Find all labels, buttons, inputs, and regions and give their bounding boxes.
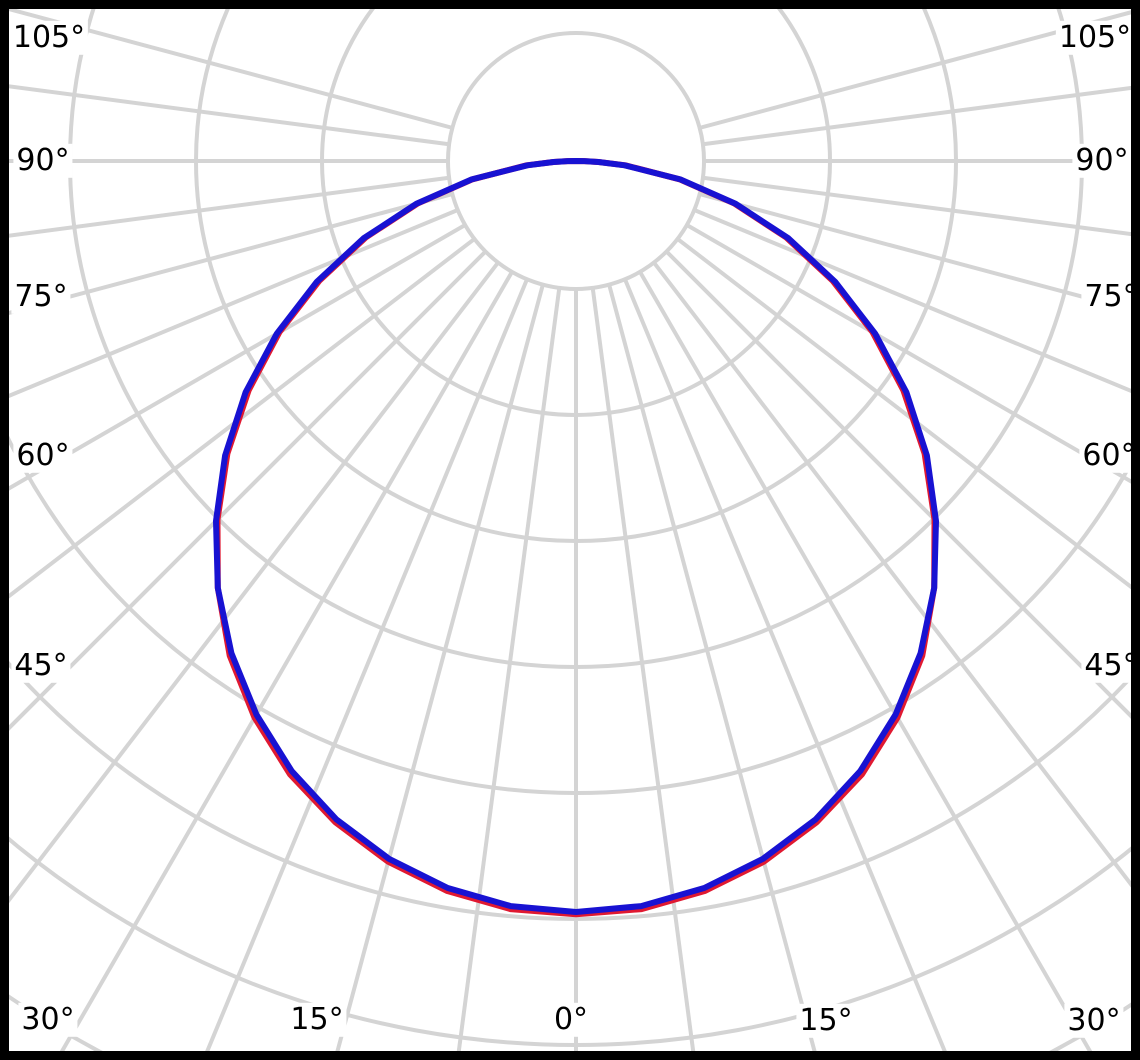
angle-label-right-60: 60°: [1079, 438, 1139, 474]
grid-spoke: [333, 284, 545, 1060]
grid-spoke: [201, 278, 529, 1060]
grid-ring: [0, 650, 1140, 921]
grid-spoke: [699, 192, 1140, 315]
grid-spoke: [0, 261, 500, 915]
angle-label-bottom-30-right: 30°: [1064, 1003, 1124, 1039]
angle-label-right-45: 45°: [1081, 648, 1140, 684]
grid-spoke: [0, 175, 450, 239]
grid-spoke: [455, 287, 562, 1060]
grid-spoke: [607, 284, 819, 1060]
grid-spoke: [0, 192, 453, 318]
intensity-curve-blue: [213, 158, 939, 915]
angle-label-bottom-15-left: 15°: [287, 1002, 347, 1038]
angle-label-left-45: 45°: [11, 648, 71, 684]
angle-label-left-105: 105°: [9, 20, 89, 56]
angle-label-left-60: 60°: [13, 438, 73, 474]
grid-spoke: [0, 237, 476, 606]
grid-spoke: [623, 278, 951, 1060]
grid-spoke: [702, 175, 1140, 238]
angle-label-bottom-30-left: 30°: [18, 1002, 78, 1038]
angle-label-bottom-15-right: 15°: [796, 1003, 856, 1039]
grid-spoke: [0, 250, 487, 740]
angle-label-right-105: 105°: [1055, 20, 1135, 56]
grid-spoke: [0, 4, 453, 130]
angle-label-left-75: 75°: [11, 279, 71, 315]
grid-spoke: [693, 208, 1140, 397]
angle-label-left-90: 90°: [13, 143, 73, 179]
grid-spoke: [702, 84, 1140, 147]
grid-spoke: [699, 7, 1140, 130]
angle-label-right-75: 75°: [1081, 279, 1140, 315]
angle-label-right-90: 90°: [1072, 143, 1132, 179]
grid-spoke: [54, 270, 514, 1060]
grid-spoke: [0, 83, 450, 147]
grid-spoke: [0, 208, 459, 402]
grid-spoke: [676, 237, 1140, 597]
grid-spoke: [638, 270, 1098, 1060]
grid-spoke: [590, 287, 697, 1060]
grid-spoke: [652, 261, 1140, 900]
angle-label-bottom-0: 0°: [550, 1002, 592, 1038]
